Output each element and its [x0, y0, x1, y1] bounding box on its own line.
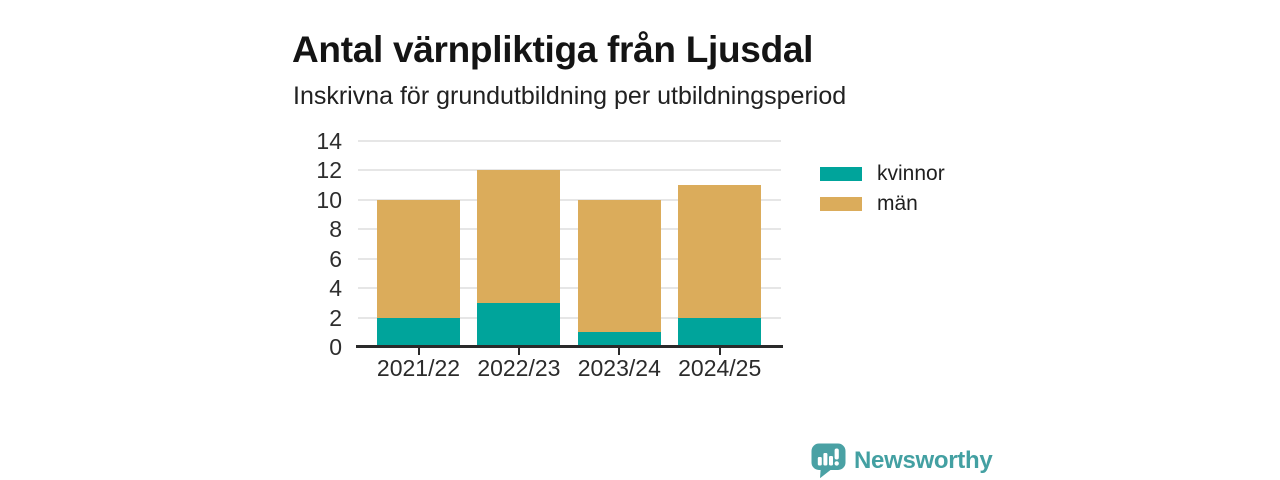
- gridline: [358, 169, 781, 172]
- y-tick-label: 10: [316, 186, 342, 213]
- y-axis-labels: 0 2 4 6 8 10 12 14: [260, 128, 348, 360]
- x-axis-tick: [517, 348, 520, 355]
- x-tick-label: 2021/22: [376, 355, 461, 381]
- branding: Newsworthy: [811, 443, 993, 478]
- y-tick-label: 12: [316, 157, 342, 184]
- y-tick-label: 4: [329, 275, 342, 302]
- legend-swatch-man: [820, 197, 862, 211]
- gridline: [358, 287, 781, 290]
- chart-title: Antal värnpliktiga från Ljusdal: [292, 28, 814, 70]
- x-axis-line: [356, 345, 783, 348]
- newsworthy-logo-icon: [811, 443, 846, 478]
- legend-label-kvinnor: kvinnor: [877, 162, 945, 185]
- x-axis-tick: [718, 348, 721, 355]
- chart-subtitle: Inskrivna för grundutbildning per utbild…: [293, 82, 847, 110]
- x-tick-label: 2023/24: [577, 355, 661, 381]
- bar-segment: [477, 170, 561, 303]
- y-tick-label: 2: [329, 304, 342, 331]
- bar-segment: [678, 185, 762, 318]
- x-axis-labels: 2021/22 2022/23 2023/24 2024/25: [358, 353, 781, 385]
- plot-area: [356, 140, 783, 355]
- legend-item-kvinnor: kvinnor: [820, 162, 945, 186]
- x-tick-label: 2022/23: [477, 355, 561, 381]
- x-axis-tick: [618, 348, 621, 355]
- legend-swatch-kvinnor: [820, 167, 862, 181]
- gridline: [358, 257, 781, 260]
- bar-segment: [377, 199, 460, 318]
- gridline: [358, 316, 781, 319]
- legend-item-man: män: [820, 192, 945, 216]
- gridline: [358, 228, 781, 231]
- bar-segment: [377, 317, 460, 347]
- branding-name: Newsworthy: [854, 446, 993, 474]
- gridline: [358, 140, 781, 142]
- x-axis-tick: [417, 348, 420, 355]
- y-tick-label: 14: [316, 128, 342, 154]
- bar-segment: [577, 199, 661, 333]
- gridline: [358, 198, 781, 201]
- legend: kvinnor män: [820, 162, 945, 222]
- y-tick-label: 8: [329, 216, 342, 243]
- bar-segment: [678, 317, 762, 347]
- bar-segment: [577, 332, 661, 347]
- legend-label-man: män: [877, 192, 918, 215]
- y-tick-label: 0: [329, 334, 342, 360]
- y-tick-label: 6: [329, 245, 342, 272]
- x-tick-label: 2024/25: [678, 355, 762, 381]
- bar-segment: [477, 302, 561, 347]
